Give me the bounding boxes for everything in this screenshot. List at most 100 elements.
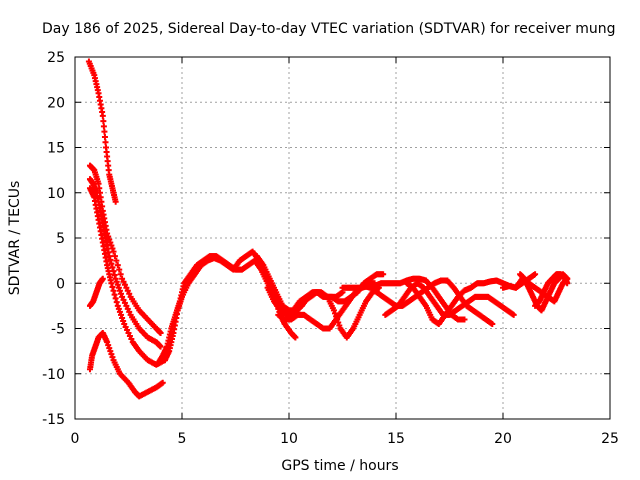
data-point (112, 295, 119, 302)
series (86, 330, 166, 400)
y-tick-label: 20 (47, 95, 65, 111)
y-tick-label: -5 (51, 322, 65, 338)
data-point (109, 284, 116, 291)
series (382, 280, 517, 318)
data-point (108, 280, 115, 287)
data-point (104, 339, 111, 346)
data-point (489, 320, 496, 327)
series (86, 162, 164, 337)
data-point (110, 287, 117, 294)
series (85, 58, 119, 205)
data-point (119, 293, 126, 300)
data-point (113, 278, 120, 285)
data-point (111, 291, 118, 298)
data-point (119, 275, 126, 282)
data-point (332, 310, 339, 317)
data-point (113, 299, 120, 306)
x-axis-ticks: 0 5 10 15 20 25 (71, 57, 619, 447)
data-point (111, 271, 118, 278)
y-tick-label: 0 (56, 276, 65, 292)
data-point (123, 302, 130, 309)
series (86, 176, 164, 350)
series (86, 275, 106, 309)
data-point (120, 317, 127, 324)
data-point (116, 308, 123, 315)
data-point (115, 305, 122, 312)
data-point (114, 262, 121, 269)
data-point (107, 239, 114, 246)
data-point (108, 260, 115, 267)
data-point (113, 257, 120, 264)
data-point (124, 327, 131, 334)
data-point (126, 308, 133, 315)
x-axis-label: GPS time / hours (281, 458, 398, 474)
data-point (125, 330, 132, 337)
data-point (336, 322, 343, 329)
y-tick-label: 25 (47, 50, 65, 66)
data-point (100, 123, 107, 130)
data-point (116, 287, 123, 294)
data-point (108, 351, 115, 358)
data-point (111, 253, 118, 260)
data-point (118, 290, 125, 297)
data-point (102, 139, 109, 146)
series (360, 277, 496, 327)
x-tick-label: 5 (178, 431, 187, 447)
data-point (330, 307, 337, 314)
data-points (85, 58, 571, 400)
data-point (106, 253, 113, 260)
series (517, 271, 571, 314)
series (86, 185, 168, 368)
x-tick-label: 0 (71, 431, 80, 447)
data-point (100, 118, 107, 125)
data-point (159, 379, 166, 386)
y-axis-ticks: -15 -10 -5 0 5 10 15 20 25 (42, 50, 610, 428)
y-axis-label: SDTVAR / TECUs (7, 181, 23, 296)
data-point (121, 320, 128, 327)
x-tick-label: 25 (601, 431, 619, 447)
data-point (380, 271, 387, 278)
data-point (126, 333, 133, 340)
data-point (564, 280, 571, 287)
chart-title: Day 186 of 2025, Sidereal Day-to-day VTE… (42, 21, 616, 37)
data-point (122, 323, 129, 330)
y-tick-label: 10 (47, 186, 65, 202)
data-point (106, 345, 113, 352)
data-point (121, 299, 128, 306)
data-point (461, 316, 468, 323)
data-point (117, 271, 124, 278)
data-point (128, 336, 135, 343)
data-point (121, 281, 128, 288)
data-point (101, 133, 108, 140)
data-point (107, 348, 114, 355)
data-point (99, 275, 106, 282)
data-point (124, 305, 131, 312)
data-point (118, 311, 125, 318)
x-tick-label: 10 (280, 431, 298, 447)
data-point (114, 281, 121, 288)
data-point (109, 354, 116, 361)
data-point (157, 330, 164, 337)
data-point (107, 256, 114, 263)
data-point (112, 275, 119, 282)
data-point (124, 287, 131, 294)
data-point (119, 314, 126, 321)
data-point (510, 311, 517, 318)
data-point (120, 296, 127, 303)
x-tick-label: 20 (494, 431, 512, 447)
data-point (114, 302, 121, 309)
data-point (532, 271, 539, 278)
series (532, 271, 571, 309)
y-tick-label: -10 (42, 367, 65, 383)
data-point (115, 284, 122, 291)
data-point (101, 128, 108, 135)
data-point (157, 343, 164, 350)
data-point (120, 278, 127, 285)
data-point (112, 198, 119, 205)
data-point (126, 290, 133, 297)
data-point (123, 284, 130, 291)
data-point (292, 334, 299, 341)
y-tick-label: 15 (47, 141, 65, 157)
data-point (105, 342, 112, 349)
